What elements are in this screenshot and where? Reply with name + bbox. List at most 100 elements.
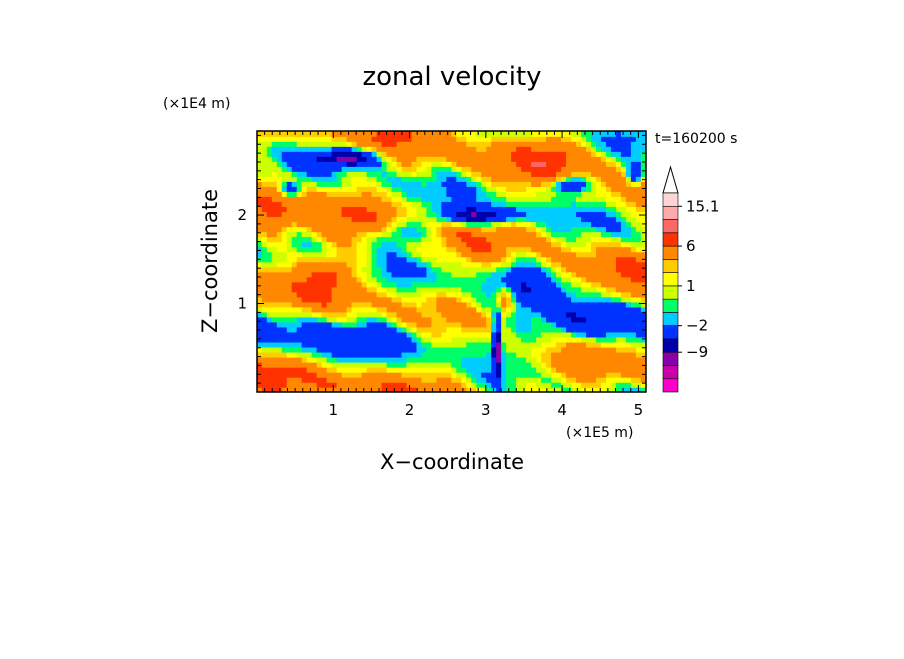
field-cell — [376, 150, 383, 157]
field-cell — [571, 211, 577, 218]
field-cell — [586, 160, 592, 167]
field-cell — [600, 271, 607, 278]
field-cell — [476, 201, 483, 208]
field-cell — [257, 301, 263, 308]
field-cell — [620, 226, 627, 233]
field-cell — [581, 231, 587, 238]
field-cell — [321, 311, 328, 318]
field-cell — [531, 381, 538, 388]
field-cell — [416, 381, 423, 388]
field-cell — [541, 346, 548, 353]
field-cell — [386, 155, 393, 162]
field-cell — [396, 341, 403, 348]
field-cell — [411, 351, 418, 358]
field-cell — [441, 311, 448, 318]
field-cell — [461, 381, 468, 388]
field-cell — [630, 276, 637, 283]
field-cell — [326, 170, 333, 177]
field-cell — [341, 251, 348, 258]
field-cell — [391, 361, 398, 368]
field-cell — [491, 160, 498, 167]
field-cell — [576, 321, 582, 328]
field-cell — [536, 311, 543, 318]
field-cell — [376, 211, 383, 218]
field-cell — [571, 186, 577, 192]
field-cell — [386, 211, 393, 218]
field-cell — [595, 181, 602, 187]
field-cell — [346, 291, 353, 298]
field-cell — [286, 226, 293, 233]
field-cell — [406, 306, 413, 313]
field-cell — [556, 201, 562, 208]
field-cell — [346, 201, 353, 208]
field-cell — [346, 306, 353, 313]
field-cell — [431, 196, 438, 203]
field-cell — [446, 176, 453, 182]
field-cell — [331, 246, 338, 253]
field-cell — [441, 140, 448, 147]
field-cell — [581, 236, 587, 243]
field-cell — [620, 160, 627, 167]
field-cell — [471, 361, 478, 368]
field-cell — [316, 165, 323, 172]
field-cell — [371, 140, 378, 147]
field-cell — [406, 226, 413, 233]
field-cell — [306, 140, 313, 147]
field-cell — [296, 170, 303, 177]
field-cell — [316, 316, 323, 323]
field-cell — [595, 271, 602, 278]
field-cell — [511, 316, 518, 323]
field-cell — [486, 286, 493, 293]
field-cell — [396, 241, 403, 248]
field-cell — [426, 206, 433, 213]
field-cell — [326, 296, 333, 303]
field-cell — [501, 291, 508, 298]
field-cell — [396, 160, 403, 167]
field-cell — [361, 301, 368, 308]
field-cell — [556, 160, 562, 167]
field-cell — [421, 301, 428, 308]
field-cell — [266, 306, 273, 313]
field-cell — [281, 276, 288, 283]
field-cell — [411, 341, 418, 348]
field-cell — [456, 135, 463, 142]
field-cell — [496, 341, 503, 348]
field-cell — [306, 211, 313, 218]
field-cell — [551, 306, 557, 313]
field-cell — [521, 135, 528, 142]
field-cell — [536, 206, 543, 213]
field-cell — [257, 231, 263, 238]
field-cell — [301, 291, 308, 298]
field-cell — [630, 241, 637, 248]
field-cell — [471, 165, 478, 172]
field-cell — [605, 261, 612, 268]
field-cell — [576, 186, 582, 192]
field-cell — [551, 356, 557, 363]
field-cell — [595, 165, 602, 172]
field-cell — [586, 140, 592, 147]
field-cell — [326, 306, 333, 313]
field-cell — [625, 281, 632, 288]
field-cell — [536, 316, 543, 323]
field-cell — [466, 256, 473, 263]
field-cell — [381, 211, 388, 218]
field-cell — [595, 135, 602, 142]
field-cell — [491, 356, 498, 363]
field-cell — [536, 155, 543, 162]
field-cell — [456, 371, 463, 378]
field-cell — [466, 196, 473, 203]
field-cell — [471, 351, 478, 358]
field-cell — [306, 336, 313, 343]
field-cell — [566, 131, 572, 137]
field-cell — [451, 170, 458, 177]
field-cell — [391, 246, 398, 253]
field-cell — [366, 351, 373, 358]
field-cell — [471, 301, 478, 308]
field-cell — [581, 206, 587, 213]
field-cell — [615, 306, 622, 313]
field-cell — [635, 306, 642, 313]
field-cell — [531, 181, 538, 187]
field-cell — [571, 356, 577, 363]
field-cell — [441, 281, 448, 288]
field-cell — [406, 376, 413, 383]
